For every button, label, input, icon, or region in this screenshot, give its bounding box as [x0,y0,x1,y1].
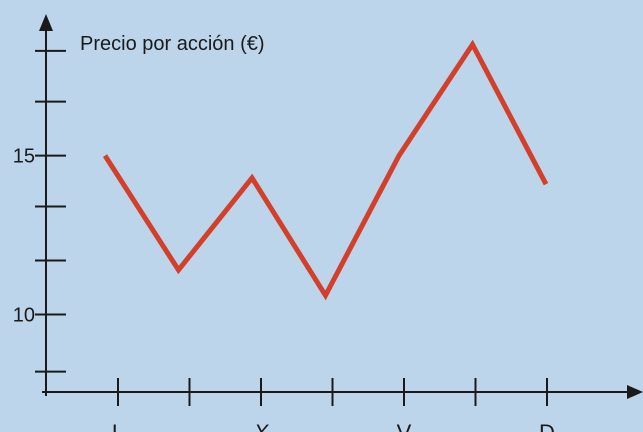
y-axis-label: Precio por acción (€) [80,33,265,55]
x-axis-arrow-icon [627,385,643,399]
y-tick-label: 15 [13,146,35,168]
x-tick-label: L [112,420,124,432]
series-layer [102,39,549,301]
x-tick-label: X [253,420,270,432]
y-ticks: 10 15 [13,49,66,373]
axes [39,14,643,399]
y-axis-arrow-icon [39,14,53,31]
x-tick-label: D [539,420,555,432]
x-tick-label: V [397,420,412,432]
y-tick-label: 10 [13,304,35,326]
x-ticks: LXVD [112,378,555,432]
